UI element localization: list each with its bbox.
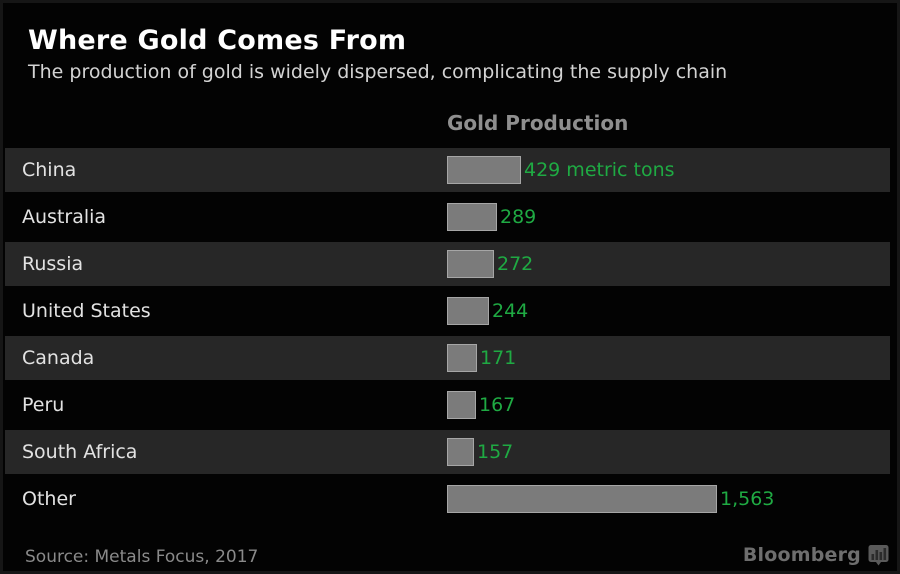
value-label: 171: [480, 347, 517, 369]
value-label: 1,563: [720, 488, 775, 510]
production-bar: [447, 250, 494, 278]
country-label: Canada: [22, 347, 95, 369]
bar-rows: China 429 metric tons Australia 289 Russia 27…: [5, 148, 890, 524]
bar-chart-badge-icon: [868, 544, 889, 566]
value-label: 272: [497, 253, 534, 275]
bar-track: 429 metric tons: [447, 148, 890, 192]
country-label: South Africa: [22, 441, 138, 463]
brand-name: Bloomberg: [742, 544, 861, 566]
table-row: Canada 171: [5, 336, 890, 380]
table-row: Australia 289: [5, 195, 890, 239]
bar-track: 289: [447, 195, 890, 239]
production-bar: [447, 485, 717, 513]
production-bar: [447, 203, 497, 231]
bar-track: 272: [447, 242, 890, 286]
country-label: Peru: [22, 394, 65, 416]
country-label: Other: [22, 488, 76, 510]
production-bar: [447, 297, 489, 325]
table-row: United States 244: [5, 289, 890, 333]
table-row: South Africa 157: [5, 430, 890, 474]
bar-track: 167: [447, 383, 890, 427]
bar-track: 244: [447, 289, 890, 333]
country-label: China: [22, 159, 77, 181]
production-bar: [447, 156, 521, 184]
production-bar: [447, 438, 474, 466]
page-subtitle: The production of gold is widely dispers…: [28, 61, 728, 83]
value-label: 244: [492, 300, 529, 322]
bar-track: 157: [447, 430, 890, 474]
page-title: Where Gold Comes From: [28, 25, 407, 56]
table-row: Peru 167: [5, 383, 890, 427]
table-row: Other 1,563: [5, 477, 890, 521]
value-label: 429 metric tons: [524, 159, 675, 181]
value-label: 289: [500, 206, 537, 228]
country-label: United States: [22, 300, 151, 322]
production-bar: [447, 344, 477, 372]
brand-logo: Bloomberg: [743, 544, 889, 566]
table-row: Russia 272: [5, 242, 890, 286]
value-label: 167: [479, 394, 516, 416]
production-bar: [447, 391, 476, 419]
table-row: China 429 metric tons: [5, 148, 890, 192]
value-label: 157: [477, 441, 514, 463]
country-label: Australia: [22, 206, 107, 228]
column-header: Gold Production: [447, 111, 629, 135]
bar-track: 1,563: [447, 477, 890, 521]
country-label: Russia: [22, 253, 84, 275]
bar-track: 171: [447, 336, 890, 380]
source-note: Source: Metals Focus, 2017: [25, 547, 259, 567]
